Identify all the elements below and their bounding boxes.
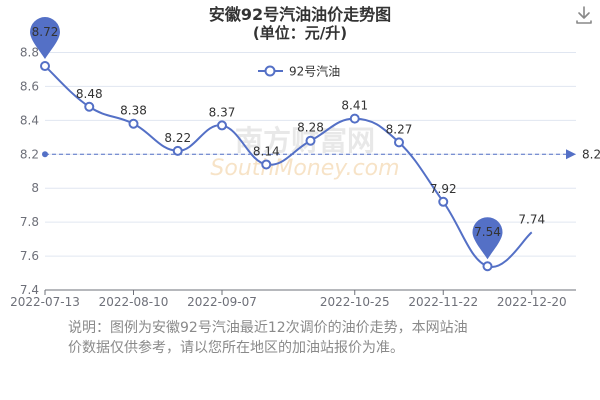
data-point (217, 120, 227, 131)
watermark: 南方财富网 SouthMoney.com (210, 124, 399, 181)
data-label: 8.41 (341, 99, 368, 113)
x-tick-label: 2022-11-22 (408, 295, 478, 309)
y-tick-label: 8.8 (20, 45, 39, 59)
download-icon[interactable] (574, 4, 594, 26)
y-tick-label: 8.4 (20, 113, 39, 127)
footnote: 说明：图例为安徽92号汽油最近12次调价的油价走势，本网站油 价数据仅供参考，请… (68, 318, 538, 358)
chart-subtitle: (单位：元/升) (253, 24, 347, 42)
mark-point-label: 8.72 (32, 25, 59, 39)
footnote-line-1: 说明：图例为安徽92号汽油最近12次调价的油价走势，本网站油 (68, 320, 468, 336)
data-point (305, 135, 316, 146)
data-point (438, 196, 449, 207)
y-tick-label: 8.2 (20, 147, 39, 161)
data-label: 8.22 (164, 131, 191, 145)
footnote-line-2: 价数据仅供参考，请以您所在地区的加油站报价为准。 (68, 340, 404, 356)
y-tick-label: 7.8 (20, 215, 39, 229)
data-label: 8.48 (76, 87, 103, 101)
legend-label: 92号汽油 (289, 64, 340, 79)
mark-point-pin (472, 217, 503, 260)
data-point (84, 101, 95, 112)
y-tick-label: 8.6 (20, 79, 39, 93)
y-tick-label: 7.6 (20, 249, 39, 263)
data-label: 8.37 (209, 105, 236, 119)
data-point (482, 261, 493, 272)
mark-points: 8.72 7.54 (30, 17, 503, 260)
y-tick-label: 7.4 (20, 283, 39, 297)
data-point (394, 137, 404, 148)
x-tick-label: 2022-09-07 (187, 295, 257, 309)
data-point (40, 61, 50, 72)
x-tick-label: 2022-12-20 (497, 295, 567, 309)
series (40, 61, 533, 272)
legend-marker (264, 65, 276, 77)
mark-line-arrow (566, 149, 576, 160)
y-tick-label: 8 (31, 181, 39, 195)
chart: 安徽92号汽油油价走势图 (单位：元/升) 92号汽油 南方财富网 SouthM… (10, 5, 600, 309)
legend[interactable]: 92号汽油 (258, 64, 340, 79)
axes: 7.4 7.6 7.8 8 8.2 8.4 8.6 8.8 2022-07-13 2022-08-… (10, 45, 576, 309)
data-point (349, 113, 360, 124)
watermark-cn: 南方财富网 (235, 124, 375, 157)
chart-title: 安徽92号汽油油价走势图 (209, 5, 391, 24)
data-label: 8.27 (386, 122, 413, 136)
mark-line-label: 8.2 (582, 147, 600, 161)
data-point (128, 118, 139, 129)
x-tick-label: 2022-07-13 (10, 295, 80, 309)
mark-point-pin (30, 17, 60, 60)
data-label: 7.92 (430, 182, 457, 196)
mark-point-label: 7.54 (474, 225, 501, 239)
data-labels: 8.48 8.38 8.22 8.37 8.14 8.28 8.41 8.27 7.92 7.74 (76, 87, 545, 227)
data-point (172, 145, 183, 156)
mark-line: 8.2 (42, 147, 600, 161)
x-tick-label: 2022-08-10 (99, 295, 169, 309)
x-tick-label: 2022-10-25 (320, 295, 390, 309)
data-label: 8.38 (120, 104, 147, 118)
data-point (261, 159, 272, 170)
data-label: 7.74 (518, 212, 545, 226)
data-label: 8.14 (253, 144, 280, 158)
data-label: 8.28 (297, 121, 324, 135)
download-icon-glyph (576, 6, 592, 24)
watermark-en: SouthMoney.com (210, 156, 399, 181)
